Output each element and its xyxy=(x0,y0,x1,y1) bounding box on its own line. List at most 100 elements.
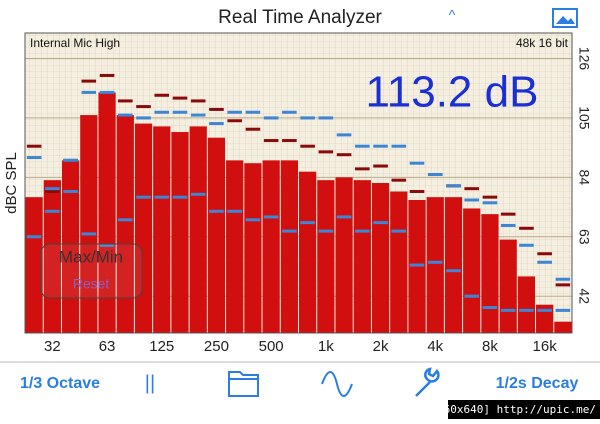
bar xyxy=(80,115,98,333)
bar xyxy=(317,180,335,333)
max-marker xyxy=(300,144,315,148)
min-marker xyxy=(318,229,334,233)
peak-marker xyxy=(427,173,443,177)
min-marker xyxy=(555,308,571,312)
max-marker xyxy=(318,150,334,154)
max-marker xyxy=(373,164,388,168)
peak-marker xyxy=(172,110,188,114)
decay-button[interactable]: 1/2s Decay xyxy=(496,375,579,392)
x-tick-label: 16k xyxy=(533,338,558,355)
level-readout: 113.2 dB xyxy=(366,68,539,117)
folder-icon[interactable] xyxy=(228,371,259,397)
min-marker xyxy=(154,195,170,199)
bar xyxy=(481,214,499,333)
max-min-button[interactable] xyxy=(40,243,143,299)
source-label: Internal Mic High xyxy=(30,36,120,50)
max-marker xyxy=(282,139,297,143)
peak-marker xyxy=(464,198,480,202)
max-marker xyxy=(99,73,115,77)
octave-button[interactable]: 1/3 Octave xyxy=(20,375,100,392)
peak-marker xyxy=(537,260,552,264)
peak-marker xyxy=(245,110,261,114)
peak-marker xyxy=(81,90,97,94)
max-marker xyxy=(500,212,516,216)
max-marker xyxy=(154,93,170,97)
header-bar xyxy=(0,0,600,33)
bar xyxy=(262,160,280,333)
min-marker xyxy=(63,189,78,193)
x-tick-label: 63 xyxy=(99,338,116,355)
collapse-button[interactable]: ^ xyxy=(449,7,456,23)
peak-marker xyxy=(482,201,498,205)
min-marker xyxy=(300,221,315,225)
max-marker xyxy=(136,105,151,109)
max-marker xyxy=(519,226,534,230)
max-marker xyxy=(537,252,552,256)
min-marker xyxy=(446,269,461,273)
min-marker xyxy=(482,306,498,310)
min-marker xyxy=(45,209,60,213)
peak-marker xyxy=(282,110,297,114)
bar xyxy=(517,276,536,333)
min-marker xyxy=(427,260,443,264)
min-marker xyxy=(500,308,516,312)
min-marker xyxy=(26,235,42,239)
peak-marker xyxy=(117,113,133,117)
pause-button[interactable]: || xyxy=(145,372,155,394)
peak-marker xyxy=(154,110,170,114)
x-tick-label: 500 xyxy=(259,338,284,355)
x-tick-label: 1k xyxy=(318,338,334,355)
peak-marker xyxy=(26,156,42,160)
peak-marker xyxy=(63,158,78,162)
bar xyxy=(61,160,80,333)
min-marker xyxy=(263,215,279,219)
peak-marker xyxy=(300,116,315,120)
max-marker xyxy=(227,119,242,123)
bar xyxy=(299,171,317,333)
peak-marker xyxy=(190,113,206,117)
max-marker xyxy=(190,99,206,103)
min-marker xyxy=(190,192,206,196)
x-tick-label: 4k xyxy=(427,338,443,355)
bar xyxy=(426,197,444,333)
minor-grid xyxy=(25,33,572,333)
min-marker xyxy=(464,294,480,298)
peak-marker xyxy=(336,133,352,137)
min-marker xyxy=(117,218,133,222)
bar xyxy=(371,183,390,333)
max-marker xyxy=(355,167,370,171)
min-marker xyxy=(336,215,352,219)
peak-marker xyxy=(373,144,388,148)
peak-marker xyxy=(355,144,370,148)
header-title: Real Time Analyzer xyxy=(218,7,382,28)
waveform-icon[interactable] xyxy=(321,371,353,397)
max-marker xyxy=(555,283,571,287)
bar xyxy=(353,180,371,333)
peak-marker xyxy=(99,90,115,94)
bar xyxy=(390,191,408,333)
bar xyxy=(244,163,262,333)
x-tick-label: 8k xyxy=(482,338,498,355)
peak-marker xyxy=(519,243,534,247)
reset-label[interactable]: Reset xyxy=(73,276,110,292)
max-marker xyxy=(391,178,407,182)
peak-marker xyxy=(209,122,224,126)
bar xyxy=(499,239,517,333)
min-marker xyxy=(245,218,261,222)
max-marker xyxy=(209,107,224,111)
bar xyxy=(463,208,481,333)
min-marker xyxy=(172,195,188,199)
max-marker xyxy=(117,99,133,103)
max-marker xyxy=(263,139,279,143)
bar xyxy=(280,160,298,333)
max-marker xyxy=(81,79,97,83)
image-icon[interactable] xyxy=(552,8,578,28)
y-tick-label: 42 xyxy=(576,288,592,304)
bar xyxy=(444,197,463,333)
bar xyxy=(189,126,207,333)
min-marker xyxy=(409,263,425,267)
min-marker xyxy=(391,229,407,233)
bar xyxy=(43,180,61,333)
settings-icon[interactable] xyxy=(415,367,440,397)
y-tick-label: 105 xyxy=(576,106,592,130)
